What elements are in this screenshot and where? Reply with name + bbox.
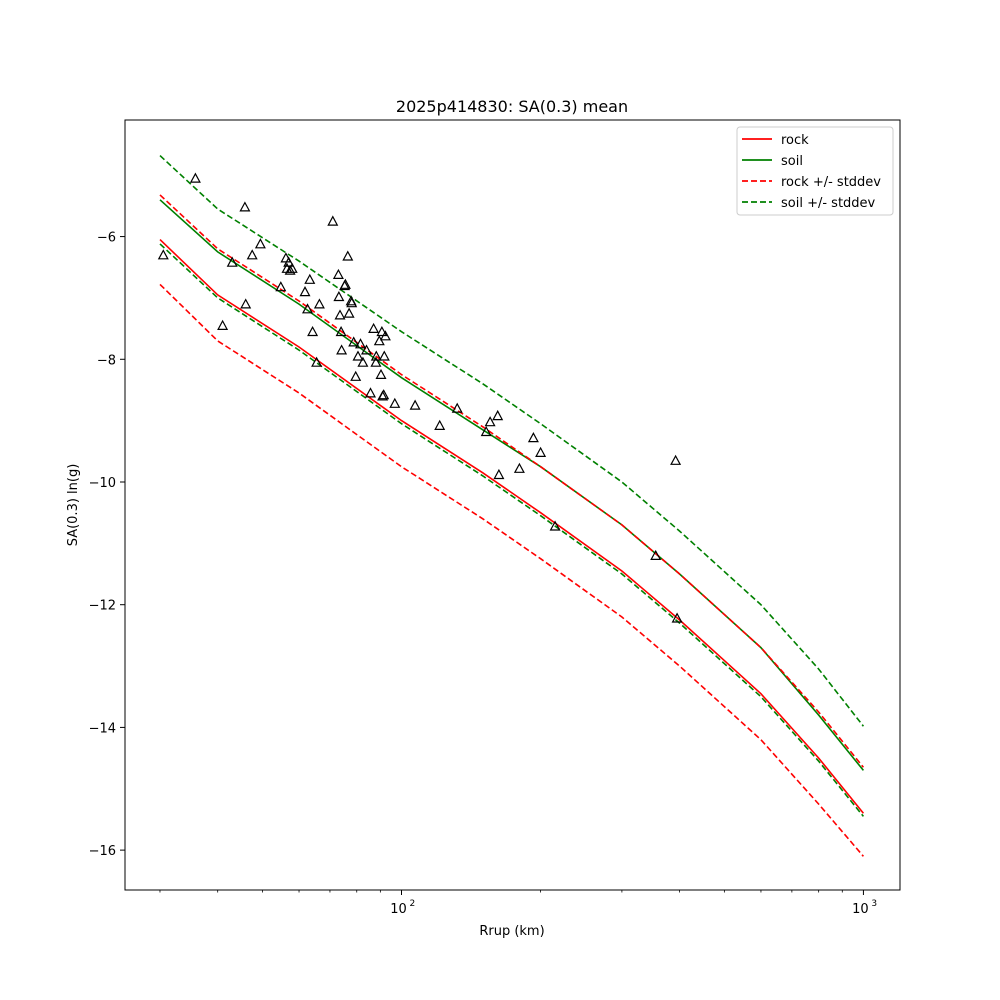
data-point	[434, 419, 446, 430]
legend-box	[736, 126, 894, 216]
data-point	[670, 454, 682, 465]
data-point	[336, 344, 348, 355]
plot-frame	[124, 119, 901, 891]
y-axis: −16 −14 −12 −10 −8 −6	[89, 231, 125, 859]
data-point	[389, 397, 401, 408]
data-point	[283, 256, 295, 267]
data-point	[549, 520, 561, 531]
data-point	[368, 322, 380, 333]
data-point	[348, 336, 360, 347]
data-point	[342, 250, 354, 261]
data-point	[299, 286, 311, 297]
data-point	[313, 298, 325, 309]
data-point	[254, 238, 266, 249]
data-point	[379, 330, 391, 341]
legend: rock soil rock +/- stddev soil +/- stddev	[736, 126, 894, 216]
legend-label: rock +/- stddev	[781, 175, 881, 190]
data-point	[480, 425, 492, 437]
y-tick-label: −6	[97, 231, 116, 246]
x-tick-label: 10	[852, 902, 869, 917]
y-tick-label: −10	[89, 476, 116, 491]
data-point	[335, 325, 347, 337]
series-line-rock-0	[159, 239, 865, 814]
x-tick-label: 10	[390, 902, 407, 917]
data-point	[671, 612, 683, 623]
observations	[157, 172, 683, 623]
x-tick-label-exponent: 2	[410, 899, 416, 909]
data-point	[217, 319, 229, 330]
y-tick-label: −16	[89, 844, 116, 859]
data-point	[378, 389, 390, 400]
chart-title: 2025p414830: SA(0.3) mean	[396, 97, 628, 116]
x-axis-label: Rrup (km)	[479, 924, 544, 939]
data-point	[304, 273, 316, 284]
data-point	[286, 262, 298, 273]
data-point	[333, 290, 345, 302]
data-point	[311, 356, 323, 367]
data-point	[370, 350, 382, 361]
data-point	[339, 278, 351, 289]
y-tick-label: −8	[97, 353, 116, 368]
data-point	[451, 402, 463, 413]
legend-label: soil	[781, 154, 803, 169]
data-point	[535, 446, 547, 457]
data-point	[527, 432, 539, 443]
data-point	[354, 338, 367, 349]
data-point	[246, 249, 258, 260]
data-point	[378, 350, 390, 361]
data-point	[239, 201, 251, 212]
series-lines	[159, 155, 865, 857]
data-point	[513, 462, 525, 473]
data-point	[350, 370, 362, 381]
series-line-rock-stddev-2	[159, 194, 865, 768]
data-point	[301, 303, 314, 314]
data-point	[189, 172, 201, 183]
data-point	[157, 249, 169, 260]
data-point	[364, 387, 377, 398]
data-point	[360, 344, 373, 355]
legend-label: soil +/- stddev	[781, 196, 876, 211]
data-point	[650, 549, 662, 561]
data-point	[375, 368, 387, 379]
x-tick-label-exponent: 3	[871, 899, 877, 909]
data-point	[352, 350, 364, 361]
data-point	[240, 298, 252, 309]
data-point	[484, 416, 496, 427]
y-axis-label: SA(0.3) ln(g)	[66, 464, 81, 547]
data-point	[492, 409, 504, 421]
data-point	[334, 309, 346, 320]
data-point	[307, 325, 319, 337]
data-point	[226, 256, 238, 267]
data-point	[284, 264, 296, 275]
y-tick-label: −12	[89, 599, 116, 614]
data-point	[332, 268, 344, 279]
data-point	[357, 356, 369, 367]
x-axis: 10 2 10 3	[159, 890, 877, 917]
series-line-soil-stddev-5	[159, 243, 865, 817]
data-point	[409, 399, 421, 410]
data-point	[373, 335, 385, 346]
data-point	[346, 297, 358, 308]
data-point	[376, 325, 388, 337]
y-tick-label: −14	[89, 721, 116, 736]
data-point	[275, 281, 287, 292]
data-point	[327, 215, 339, 226]
data-point	[343, 307, 355, 318]
series-line-rock-stddev-3	[159, 283, 865, 857]
legend-label: rock	[781, 133, 809, 148]
data-point	[370, 356, 382, 367]
data-point	[493, 468, 505, 480]
